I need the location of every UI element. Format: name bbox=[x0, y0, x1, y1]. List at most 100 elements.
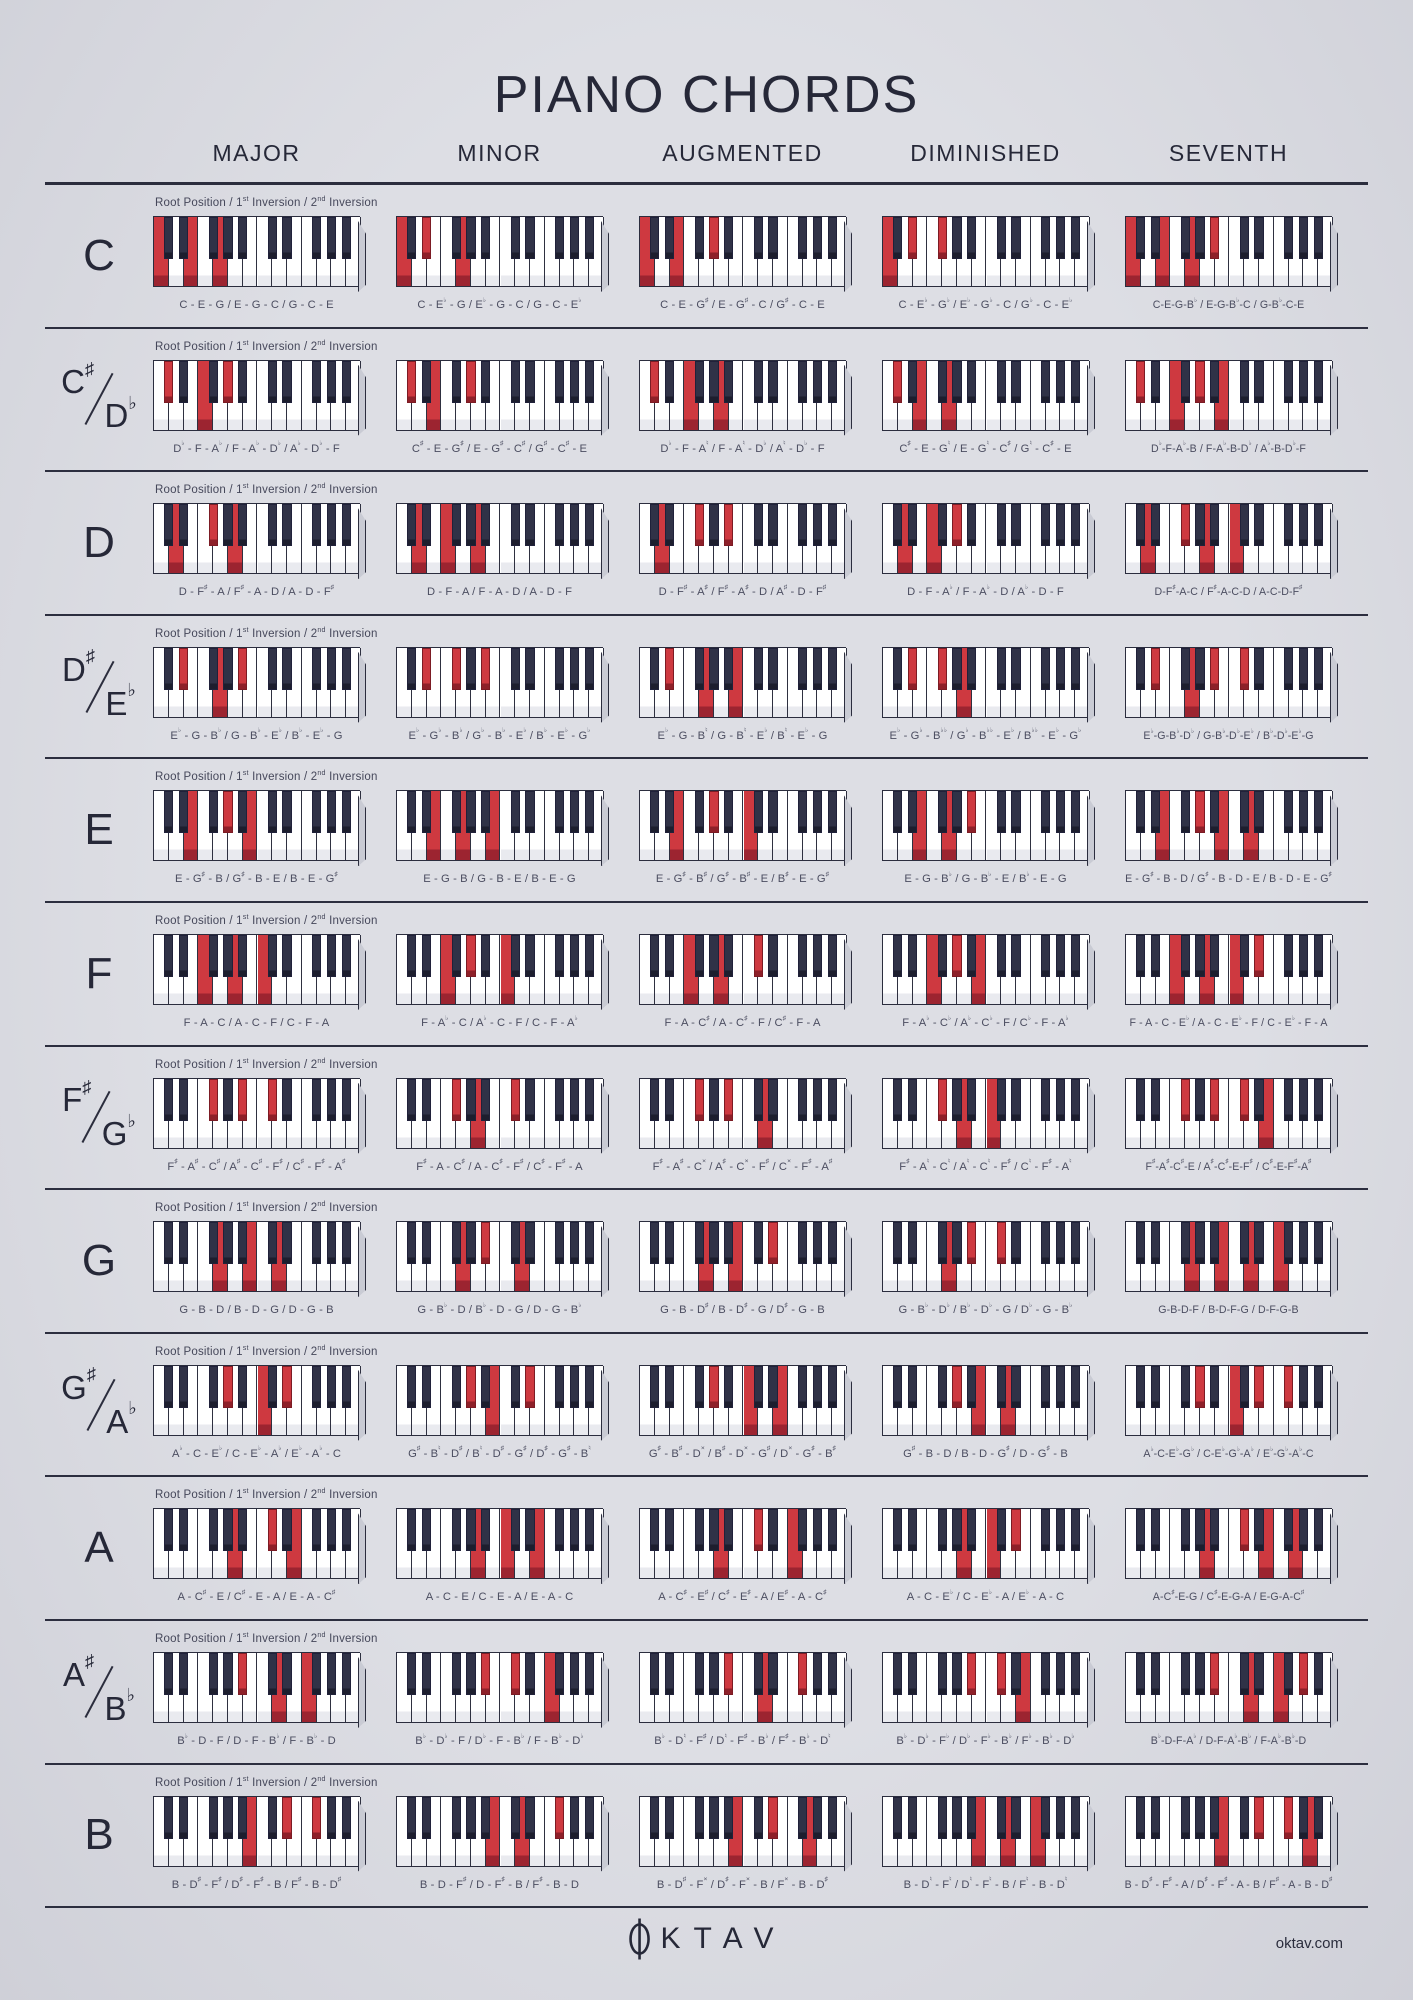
piano-key-black bbox=[812, 1222, 823, 1265]
chord-cell: C - E - G♯ / E - G♯ - C / G♯ - C - E bbox=[639, 185, 882, 327]
piano-key-black bbox=[812, 217, 823, 259]
piano-key-black bbox=[798, 647, 808, 690]
piano-key-black bbox=[650, 934, 660, 977]
piano-key-black bbox=[1070, 1222, 1080, 1265]
piano-key-black bbox=[650, 647, 660, 690]
keyboard-diagram bbox=[153, 1077, 366, 1154]
chord-cell: D♭ - F - A♮ / F - A♮ - D♭ / A♮ - D♭ - F bbox=[639, 329, 882, 471]
root-label: G♯ A♭ bbox=[45, 1334, 153, 1476]
piano-key-black bbox=[664, 791, 675, 834]
piano-key-black bbox=[178, 217, 189, 259]
piano-key-black bbox=[1195, 791, 1205, 834]
piano-key-black bbox=[967, 1509, 977, 1552]
piano-key-black bbox=[584, 1078, 594, 1121]
piano-key-black bbox=[1210, 791, 1220, 834]
keyboard-diagram bbox=[153, 933, 366, 1010]
chord-notes-label: F - A♭ - C♭ / A♭ - C♭ - F / C♭ - F - A♭ bbox=[902, 1014, 1069, 1029]
piano-key-black bbox=[996, 1222, 1006, 1265]
piano-key-black bbox=[1298, 360, 1309, 403]
piano-key-black bbox=[421, 791, 432, 834]
piano-key-black bbox=[694, 791, 704, 834]
piano-key-black bbox=[312, 1222, 322, 1265]
chord-notes-label: D - F - A♭ / F - A♭ - D / A♭ - D - F bbox=[907, 583, 1064, 599]
piano-key-black bbox=[952, 1222, 962, 1265]
keyboard-body bbox=[153, 790, 361, 862]
keyboard-diagram bbox=[396, 933, 609, 1010]
piano-key-black bbox=[1284, 934, 1294, 977]
piano-key-black bbox=[1041, 934, 1051, 977]
piano-key-black bbox=[768, 1796, 778, 1839]
root-label: A bbox=[45, 1477, 153, 1619]
piano-key-black bbox=[650, 1365, 660, 1408]
piano-key-black bbox=[907, 1222, 918, 1265]
piano-key-black bbox=[466, 1078, 476, 1121]
piano-key-black bbox=[893, 647, 903, 690]
piano-key-black bbox=[555, 791, 565, 834]
chord-cell: B - D - F♯ / D - F♯ - B / F♯ - B - D bbox=[396, 1765, 639, 1907]
root-letter: C bbox=[83, 230, 115, 280]
piano-key-black bbox=[967, 1652, 977, 1695]
piano-key-black bbox=[724, 360, 734, 403]
chord-notes-label: E - G - B♭ / G - B♭ - E / B♭ - E - G bbox=[904, 870, 1067, 886]
root-bottom: E♭ bbox=[105, 680, 136, 722]
piano-key-black bbox=[282, 1222, 292, 1265]
chord-notes-label: E♭-G-B♭-D♭ / G-B♭-D♭-E♭ / B♭-D♭-E♭-G bbox=[1143, 727, 1314, 742]
piano-key-black bbox=[1041, 1652, 1051, 1695]
piano-key-black bbox=[451, 1365, 461, 1408]
chord-cell: C♯ - E - G♯ / E - G♯ - C♯ / G♯ - C♯ - E bbox=[396, 329, 639, 471]
piano-key-black bbox=[1298, 217, 1309, 259]
chord-row: G Root Position / 1st Inversion / 2nd Inv… bbox=[45, 1190, 1368, 1334]
chord-cell: D-F♯-A-C / F♯-A-C-D / A-C-D-F♯ bbox=[1125, 472, 1368, 614]
piano-key-black bbox=[525, 1078, 535, 1121]
piano-key-black bbox=[1298, 1509, 1309, 1552]
piano-key-black bbox=[827, 647, 837, 690]
piano-key-black bbox=[510, 217, 520, 259]
piano-key-black bbox=[326, 1652, 337, 1695]
chord-cell: C-E-G-B♭ / E-G-B♭-C / G-B♭-C-E bbox=[1125, 185, 1368, 327]
root-label: D bbox=[45, 472, 153, 614]
chord-notes-label: D-F♯-A-C / F♯-A-C-D / A-C-D-F♯ bbox=[1154, 584, 1303, 599]
piano-key-black bbox=[312, 360, 322, 403]
inversion-caption: Root Position / 1st Inversion / 2nd Inve… bbox=[155, 482, 378, 497]
keyboard-diagram bbox=[153, 790, 366, 867]
piano-key-black bbox=[937, 647, 947, 690]
chord-notes-label: B - D♮ - F♮ / D♮ - F♮ - B / F♮ - B - D♮ bbox=[903, 1876, 1068, 1891]
piano-key-black bbox=[1150, 217, 1161, 259]
keyboard-side-face bbox=[601, 364, 609, 436]
piano-key-black bbox=[1239, 217, 1249, 259]
piano-key-black bbox=[466, 791, 476, 834]
piano-key-black bbox=[451, 647, 461, 690]
piano-key-black bbox=[282, 647, 292, 690]
piano-key-black bbox=[1180, 1509, 1190, 1552]
piano-key-black bbox=[1180, 1652, 1190, 1695]
chord-notes-label: C♯ - E - G♯ / E - G♯ - C♯ / G♯ - C♯ - E bbox=[411, 440, 588, 455]
column-header: MINOR bbox=[457, 140, 542, 166]
piano-key-black bbox=[282, 1078, 292, 1121]
piano-key-black bbox=[937, 1365, 947, 1408]
chord-notes-label: F♯ - A - C♯ / A - C♯ - F♯ / C♯ - F♯ - A bbox=[416, 1158, 583, 1173]
piano-key-black bbox=[724, 504, 734, 547]
keyboard-side-face bbox=[601, 508, 609, 580]
piano-key-black bbox=[996, 934, 1006, 977]
piano-key-black bbox=[584, 1222, 594, 1265]
keyboard-side-face bbox=[1330, 651, 1338, 723]
root-letter: A bbox=[84, 1523, 114, 1573]
keyboard-diagram bbox=[639, 1364, 852, 1441]
piano-key-black bbox=[1070, 1652, 1080, 1695]
piano-key-black bbox=[238, 934, 248, 977]
piano-key-black bbox=[569, 647, 580, 690]
piano-key-black bbox=[1195, 1365, 1205, 1408]
keyboard-side-face bbox=[844, 508, 852, 580]
piano-key-black bbox=[768, 360, 778, 403]
piano-key-black bbox=[421, 1509, 432, 1552]
piano-key-black bbox=[267, 1796, 277, 1839]
chord-notes-label: D - F♯ - A / F♯ - A - D / A - D - F♯ bbox=[178, 583, 335, 599]
piano-key-black bbox=[481, 1652, 491, 1695]
piano-key-black bbox=[952, 1078, 962, 1121]
piano-key-black bbox=[1284, 791, 1294, 834]
chord-cell: G♯ - B - D / B - D - G♯ / D - G♯ - B bbox=[882, 1334, 1125, 1476]
piano-key-black bbox=[312, 934, 322, 977]
keyboard-side-face bbox=[1330, 1513, 1338, 1585]
piano-key-black bbox=[421, 1652, 432, 1695]
piano-key-black bbox=[768, 791, 778, 834]
